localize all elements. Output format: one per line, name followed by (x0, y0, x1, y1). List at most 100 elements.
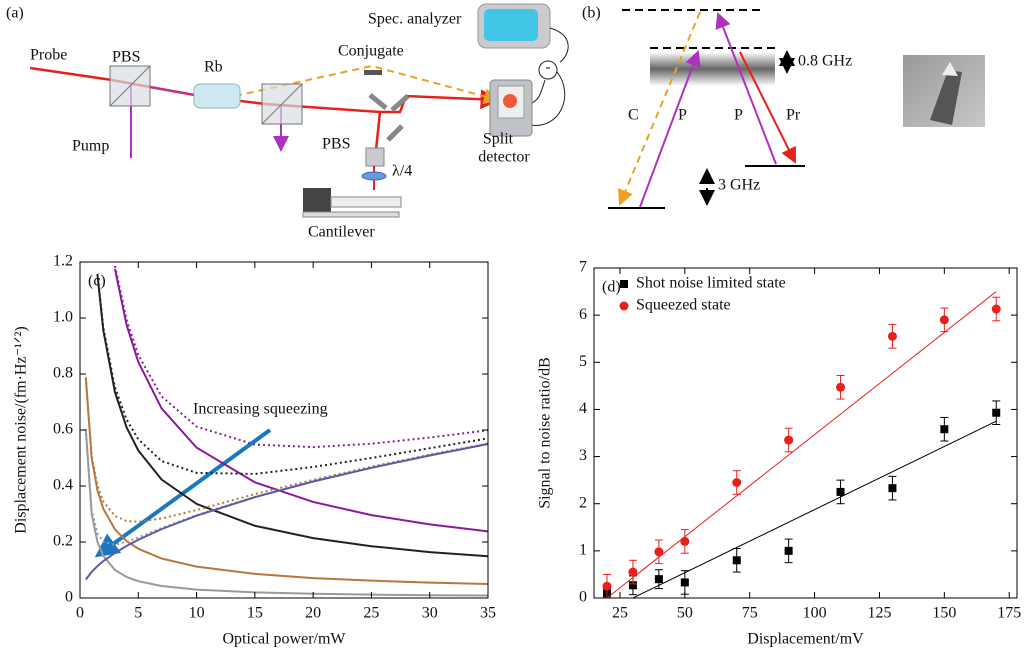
mirror (390, 94, 410, 112)
transition-label: Pr (786, 107, 801, 124)
x-tick-label: 30 (422, 605, 438, 622)
curve (84, 377, 488, 523)
pbs-label: PBS (112, 49, 140, 66)
x-tick-label: 10 (189, 605, 205, 622)
curve (84, 378, 488, 585)
x-axis-label: Displacement/mV (747, 631, 864, 648)
pbs-diagonal (109, 65, 151, 107)
point (732, 478, 742, 487)
beam-spot (503, 94, 517, 108)
y-axis-label: Signal to noise ratio/dB (537, 357, 554, 509)
annotation: Increasing squeezing (193, 401, 328, 418)
legend-marker (620, 280, 628, 288)
transition-label: C (628, 107, 639, 124)
cantilever-label: Cantilever (308, 224, 375, 241)
pbs-diagonal (261, 83, 303, 125)
plot-frame (593, 267, 1018, 599)
pump-beam (149, 86, 201, 97)
y-tick-label: 0.8 (53, 365, 73, 382)
curve (113, 265, 488, 449)
detector-label: Split (483, 131, 514, 148)
point (628, 567, 638, 577)
rb-label: Rb (204, 59, 223, 76)
x-tick-label: 0 (76, 605, 84, 622)
point (784, 546, 793, 555)
y-tick-label: 0.4 (53, 477, 73, 494)
point (732, 556, 741, 565)
panel-label: (a) (6, 5, 24, 22)
mirror (368, 93, 388, 110)
point (939, 315, 949, 325)
analyzer-label: Spec. analyzer (368, 11, 462, 28)
probe-beam (380, 89, 501, 114)
splitting-label: 3 GHz (718, 177, 760, 194)
cantilever-stage (302, 211, 400, 218)
cantilever-beam (330, 196, 402, 208)
fit-line (606, 291, 997, 598)
y-tick-label: 1.2 (53, 253, 73, 270)
y-tick-label: 1 (579, 542, 587, 559)
y-tick-label: 0.2 (53, 533, 73, 550)
point (887, 331, 897, 341)
y-tick-label: 3 (579, 447, 587, 464)
conjugate-label: Conjugate (338, 43, 404, 60)
pbs-label: PBS (322, 136, 350, 153)
probe-label: Probe (30, 47, 67, 64)
analyzer-screen (484, 9, 538, 41)
x-tick-label: 25 (612, 605, 628, 622)
curve (85, 443, 488, 581)
legend-label: Squeezed state (636, 297, 731, 314)
x-tick-label: 5 (134, 605, 142, 622)
transition-label: P (734, 107, 743, 124)
curve (96, 275, 488, 558)
cantilever-tip (942, 62, 958, 76)
point (680, 578, 689, 587)
cantilever-tip (930, 70, 962, 125)
cable (549, 27, 569, 63)
setup-diagram: (a) Probe PBS Rb Conjugate Spe (6, 3, 569, 241)
point (654, 575, 663, 584)
legend-label: Shot noise limited state (636, 275, 786, 292)
point (680, 536, 690, 546)
x-tick-label: 25 (363, 605, 379, 622)
x-axis-label: Optical power/mW (222, 631, 346, 648)
x-tick-label: 75 (742, 605, 758, 622)
level-diagram: (b) 0.8 GHz 3 GHz C P P Pr (582, 5, 985, 209)
x-tick-label: 15 (247, 605, 263, 622)
point (992, 408, 1001, 417)
point (784, 435, 794, 445)
point (836, 487, 845, 496)
y-tick-label: 4 (579, 400, 587, 417)
mirror (386, 124, 404, 142)
fit-line (632, 420, 997, 598)
detector-label: detector (478, 149, 530, 166)
point (836, 382, 846, 392)
excited-band (650, 52, 775, 86)
subtractor (538, 60, 558, 80)
transition-label: P (678, 107, 687, 124)
point (654, 547, 664, 557)
probe-transition (639, 50, 701, 208)
y-axis-label: Displacement noise/(fm·Hz⁻¹ᐟ²) (13, 326, 30, 533)
detuning-label: 0.8 GHz (798, 53, 852, 70)
curve (84, 429, 488, 597)
x-tick-label: 100 (803, 605, 827, 622)
y-tick-label: 6 (579, 306, 587, 323)
quarter-wave-label: λ/4 (392, 163, 412, 180)
conjugate-block (364, 70, 382, 75)
x-tick-label: 50 (677, 605, 693, 622)
x-tick-label: 125 (867, 605, 891, 622)
y-tick-label: 0.6 (53, 421, 73, 438)
panel-label: (c) (88, 273, 106, 290)
cable (529, 71, 566, 126)
panel-label: (d) (602, 279, 621, 296)
point (888, 484, 897, 493)
rb-cell (193, 83, 241, 109)
plot-area (602, 291, 1001, 598)
pr-transition (739, 51, 796, 164)
panel-label: (b) (582, 5, 601, 22)
point (940, 425, 949, 434)
y-tick-label: 5 (579, 353, 587, 370)
